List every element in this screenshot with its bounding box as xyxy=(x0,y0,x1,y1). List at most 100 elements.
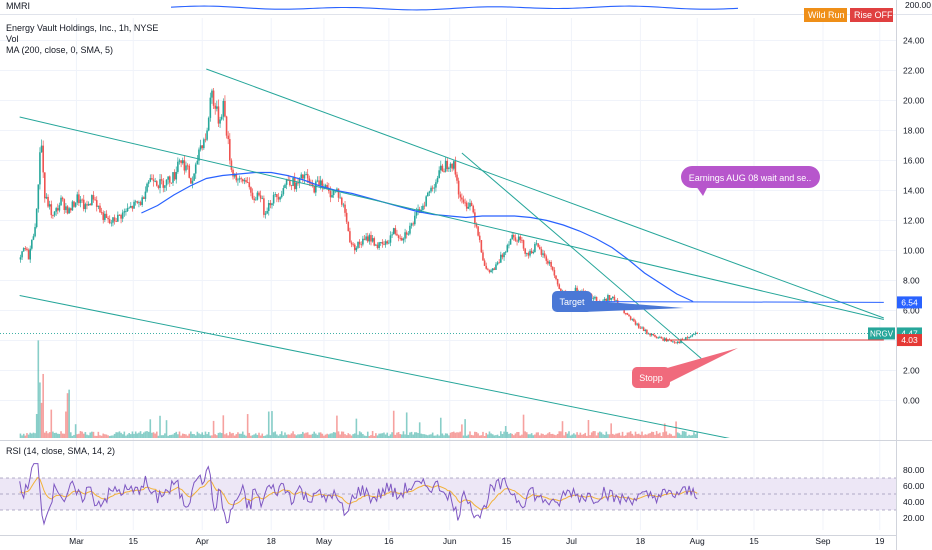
volume-bar xyxy=(568,431,570,438)
candle-body xyxy=(316,180,319,182)
candle-body xyxy=(366,236,369,242)
candle-body xyxy=(155,181,158,186)
volume-bar xyxy=(117,432,119,438)
candle-body xyxy=(339,197,341,199)
candle-body xyxy=(452,161,455,169)
volume-bar xyxy=(375,433,377,438)
candle-body xyxy=(493,268,496,270)
volume-bar xyxy=(152,432,155,438)
volume-bar xyxy=(68,389,70,438)
candle-body xyxy=(647,333,650,335)
volume-bar xyxy=(378,433,380,438)
volume-bar xyxy=(420,433,423,438)
trendline-upper-channel-top xyxy=(206,68,885,319)
candle-body xyxy=(694,333,697,334)
candle-body xyxy=(302,174,304,179)
candle-body xyxy=(306,174,309,179)
candle-body xyxy=(410,223,413,226)
candle-body xyxy=(657,337,660,339)
volume-bar xyxy=(448,435,450,438)
volume-bar xyxy=(323,435,325,438)
candle-body xyxy=(238,178,241,180)
candle-body xyxy=(696,333,698,334)
volume-bar xyxy=(459,431,462,438)
volume-bar xyxy=(477,433,479,438)
rise-off-button[interactable]: Rise OFF xyxy=(850,8,893,22)
candle-body xyxy=(456,174,458,181)
price-tick-label: 2.00 xyxy=(903,366,920,376)
volume-bar xyxy=(581,434,583,438)
volume-bar xyxy=(285,434,288,438)
candle-body xyxy=(514,237,517,241)
volume-bar xyxy=(146,431,148,438)
volume-bar xyxy=(579,432,582,438)
volume-bar xyxy=(251,435,254,438)
candle-body xyxy=(125,211,127,212)
candle-body xyxy=(376,244,379,248)
volume-bar xyxy=(204,431,207,438)
volume-bar xyxy=(534,434,536,438)
volume-bar xyxy=(238,433,241,438)
ma-200-line xyxy=(141,171,694,303)
volume-bar xyxy=(650,431,653,438)
candle-body xyxy=(276,194,278,198)
volume-bar xyxy=(126,434,129,438)
candle-body xyxy=(483,260,486,266)
candle-body xyxy=(392,228,395,235)
volume-bar xyxy=(680,434,682,438)
candle-body xyxy=(363,238,366,240)
volume-bar xyxy=(418,422,421,438)
candle-body xyxy=(358,241,361,245)
volume-bar xyxy=(334,432,337,438)
volume-bar xyxy=(155,431,158,438)
trendline-lower-channel-lower xyxy=(19,295,730,438)
volume-bar xyxy=(69,432,72,438)
candle-body xyxy=(465,202,468,209)
candle-body xyxy=(165,179,168,186)
volume-bar xyxy=(217,432,220,438)
volume-bar xyxy=(428,434,431,438)
volume-bar xyxy=(250,435,252,438)
volume-bar xyxy=(462,435,465,438)
volume-bar xyxy=(496,434,499,438)
volume-bar xyxy=(207,431,210,438)
candle-body xyxy=(329,191,332,198)
candle-body xyxy=(167,176,169,180)
wild-run-button[interactable]: Wild Run xyxy=(804,8,847,22)
candle-body xyxy=(21,251,23,258)
candle-body xyxy=(188,165,191,178)
trendline-steep-down xyxy=(461,152,702,359)
candle-body xyxy=(373,238,376,246)
candle-body xyxy=(675,342,677,344)
volume-bar xyxy=(563,435,565,438)
candle-body xyxy=(626,313,629,315)
volume-bar xyxy=(45,431,48,438)
volume-bar xyxy=(401,434,403,438)
volume-bar xyxy=(589,435,591,438)
volume-bar xyxy=(410,431,413,438)
volume-bar xyxy=(597,432,599,438)
volume-bar xyxy=(556,433,559,438)
volume-bar xyxy=(355,418,358,438)
candle-body xyxy=(498,262,500,264)
volume-bar xyxy=(446,433,449,438)
volume-bar xyxy=(133,433,135,438)
candle-body xyxy=(612,296,614,299)
candle-body xyxy=(670,340,673,342)
candle-body xyxy=(230,160,233,170)
candle-body xyxy=(126,208,129,212)
volume-bar xyxy=(423,434,426,438)
candle-body xyxy=(56,208,59,211)
candle-body xyxy=(646,329,648,334)
volume-bar xyxy=(52,431,54,438)
target-callout-pointer xyxy=(583,300,684,312)
volume-bar xyxy=(394,434,397,438)
candle-body xyxy=(616,300,619,305)
candle-body xyxy=(428,191,431,193)
candle-body xyxy=(139,202,142,205)
volume-bar xyxy=(474,431,476,438)
volume-bar xyxy=(564,432,567,438)
candle-body xyxy=(482,252,484,261)
